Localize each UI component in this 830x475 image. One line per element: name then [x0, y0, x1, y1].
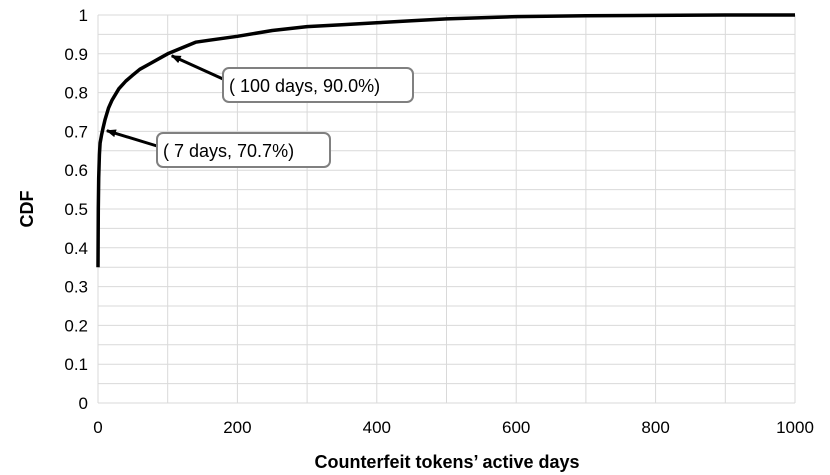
x-tick-label: 600 — [502, 418, 530, 437]
y-tick-label: 0.5 — [64, 200, 88, 219]
x-tick-label: 200 — [223, 418, 251, 437]
y-tick-label: 1 — [79, 6, 88, 25]
y-tick-label: 0.1 — [64, 355, 88, 374]
y-tick-label: 0.4 — [64, 239, 88, 258]
x-tick-label: 800 — [641, 418, 669, 437]
annotation-arrow — [105, 129, 158, 148]
x-axis-title: Counterfeit tokens’ active days — [314, 452, 579, 472]
y-tick-label: 0 — [79, 394, 88, 413]
annotation-arrow — [170, 54, 224, 81]
y-tick-label: 0.3 — [64, 278, 88, 297]
annotation-box — [222, 67, 414, 103]
annotations: ( 100 days, 90.0%) ( 7 days, 70.7%) — [105, 54, 414, 168]
y-tick-label: 0.9 — [64, 45, 88, 64]
x-tick-label: 400 — [363, 418, 391, 437]
y-tick-labels: 0 0.1 0.2 0.3 0.4 0.5 0.6 0.7 0.8 0.9 1 — [64, 6, 88, 413]
annotation-label: ( 100 days, 90.0%) — [229, 76, 380, 96]
x-tick-labels: 0 200 400 600 800 1000 — [93, 418, 814, 437]
y-tick-label: 0.8 — [64, 84, 88, 103]
grid — [97, 14, 796, 404]
x-tick-label: 1000 — [776, 418, 814, 437]
y-axis-title: CDF — [17, 191, 37, 228]
y-tick-label: 0.6 — [64, 161, 88, 180]
y-tick-label: 0.7 — [64, 122, 88, 141]
cdf-line — [96, 13, 795, 268]
annotation-label: ( 7 days, 70.7%) — [163, 141, 294, 161]
annotation-box — [156, 132, 331, 168]
y-tick-label: 0.2 — [64, 316, 88, 335]
x-tick-label: 0 — [93, 418, 102, 437]
